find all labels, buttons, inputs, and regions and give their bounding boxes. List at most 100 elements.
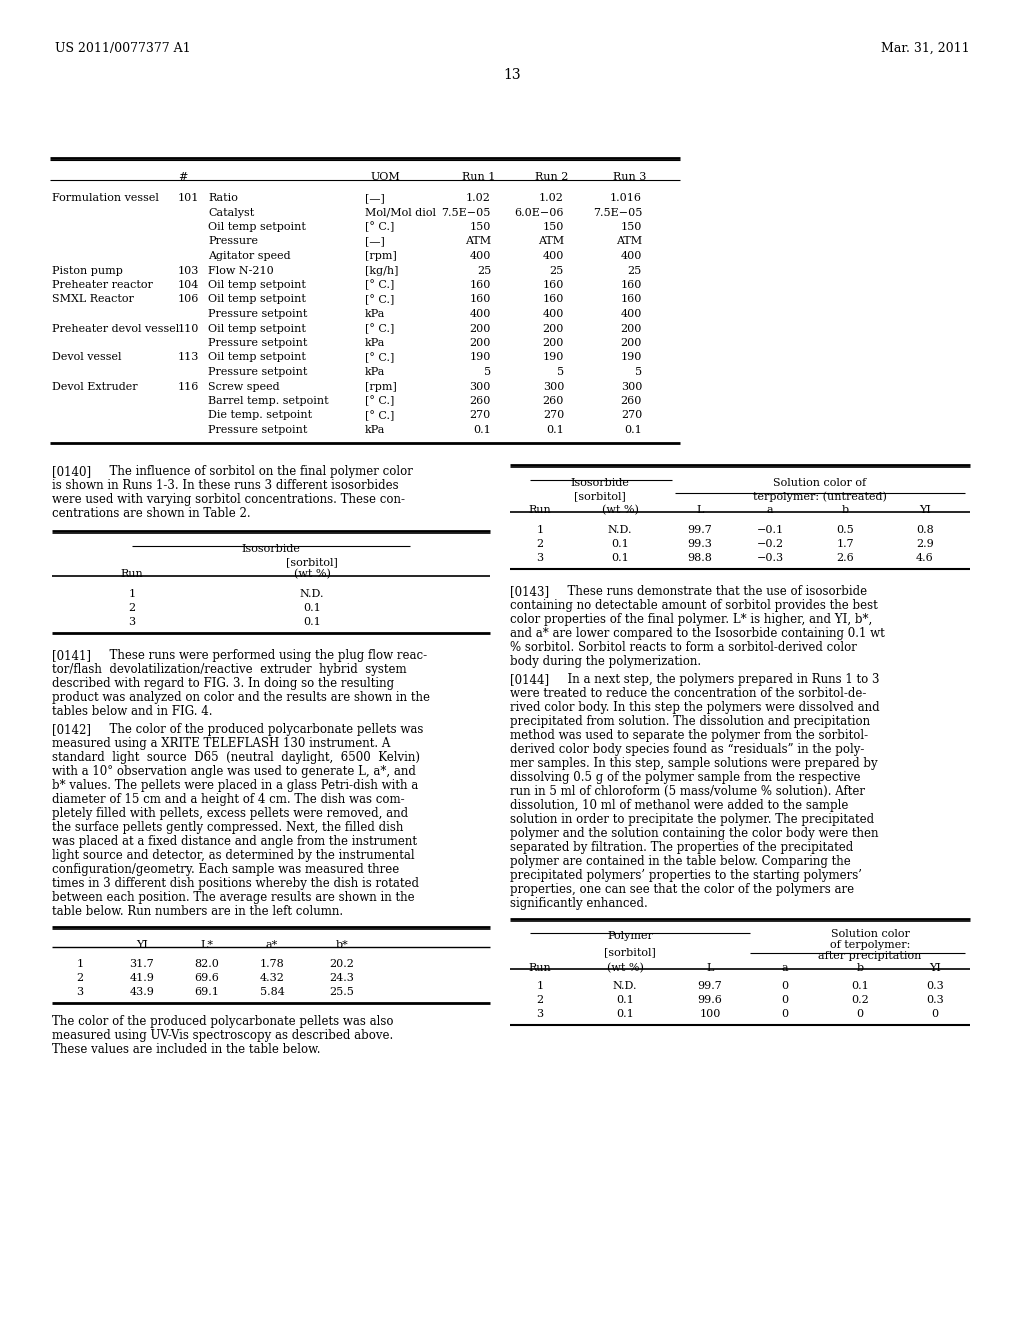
Text: 100: 100 bbox=[699, 1008, 721, 1019]
Text: 260: 260 bbox=[621, 396, 642, 407]
Text: 25: 25 bbox=[477, 265, 490, 276]
Text: [0141]: [0141] bbox=[52, 649, 91, 663]
Text: 2.9: 2.9 bbox=[916, 539, 934, 549]
Text: [° C.]: [° C.] bbox=[365, 280, 394, 290]
Text: tor/flash  devolatilization/reactive  extruder  hybrid  system: tor/flash devolatilization/reactive extr… bbox=[52, 663, 407, 676]
Text: between each position. The average results are shown in the: between each position. The average resul… bbox=[52, 891, 415, 904]
Text: 160: 160 bbox=[470, 294, 490, 305]
Text: b: b bbox=[842, 506, 849, 515]
Text: 200: 200 bbox=[470, 338, 490, 348]
Text: 270: 270 bbox=[470, 411, 490, 421]
Text: These runs were performed using the plug flow reac-: These runs were performed using the plug… bbox=[102, 649, 427, 663]
Text: b: b bbox=[856, 964, 863, 973]
Text: 103: 103 bbox=[178, 265, 200, 276]
Text: 6.0E−06: 6.0E−06 bbox=[514, 207, 564, 218]
Text: Run: Run bbox=[528, 506, 551, 515]
Text: 5: 5 bbox=[635, 367, 642, 378]
Text: 400: 400 bbox=[621, 309, 642, 319]
Text: 260: 260 bbox=[470, 396, 490, 407]
Text: [0142]: [0142] bbox=[52, 723, 91, 737]
Text: a: a bbox=[781, 964, 788, 973]
Text: 0.2: 0.2 bbox=[851, 995, 869, 1005]
Text: 2: 2 bbox=[77, 973, 84, 983]
Text: described with regard to FIG. 3. In doing so the resulting: described with regard to FIG. 3. In doin… bbox=[52, 677, 394, 690]
Text: Oil temp setpoint: Oil temp setpoint bbox=[208, 280, 306, 290]
Text: 7.5E−05: 7.5E−05 bbox=[441, 207, 490, 218]
Text: 1.02: 1.02 bbox=[539, 193, 564, 203]
Text: [kg/h]: [kg/h] bbox=[365, 265, 398, 276]
Text: These values are included in the table below.: These values are included in the table b… bbox=[52, 1043, 321, 1056]
Text: L*: L* bbox=[201, 940, 213, 950]
Text: L: L bbox=[696, 506, 703, 515]
Text: 3: 3 bbox=[537, 553, 544, 564]
Text: table below. Run numbers are in the left column.: table below. Run numbers are in the left… bbox=[52, 906, 343, 917]
Text: the surface pellets gently compressed. Next, the filled dish: the surface pellets gently compressed. N… bbox=[52, 821, 403, 834]
Text: 0.1: 0.1 bbox=[303, 603, 321, 612]
Text: Pressure setpoint: Pressure setpoint bbox=[208, 338, 307, 348]
Text: N.D.: N.D. bbox=[300, 589, 325, 599]
Text: after precipitation: after precipitation bbox=[818, 950, 922, 961]
Text: The influence of sorbitol on the final polymer color: The influence of sorbitol on the final p… bbox=[102, 465, 413, 478]
Text: 0.1: 0.1 bbox=[546, 425, 564, 436]
Text: polymer are contained in the table below. Comparing the: polymer are contained in the table below… bbox=[510, 855, 851, 869]
Text: [sorbitol]: [sorbitol] bbox=[286, 557, 338, 568]
Text: Preheater reactor: Preheater reactor bbox=[52, 280, 153, 290]
Text: 150: 150 bbox=[621, 222, 642, 232]
Text: [° C.]: [° C.] bbox=[365, 396, 394, 407]
Text: kPa: kPa bbox=[365, 367, 385, 378]
Text: 200: 200 bbox=[470, 323, 490, 334]
Text: Piston pump: Piston pump bbox=[52, 265, 123, 276]
Text: light source and detector, as determined by the instrumental: light source and detector, as determined… bbox=[52, 849, 415, 862]
Text: [rpm]: [rpm] bbox=[365, 251, 397, 261]
Text: 2.6: 2.6 bbox=[837, 553, 854, 564]
Text: diameter of 15 cm and a height of 4 cm. The dish was com-: diameter of 15 cm and a height of 4 cm. … bbox=[52, 793, 404, 807]
Text: Pressure: Pressure bbox=[208, 236, 258, 247]
Text: 300: 300 bbox=[543, 381, 564, 392]
Text: dissolving 0.5 g of the polymer sample from the respective: dissolving 0.5 g of the polymer sample f… bbox=[510, 771, 860, 784]
Text: [sorbitol]: [sorbitol] bbox=[604, 946, 656, 957]
Text: 150: 150 bbox=[543, 222, 564, 232]
Text: N.D.: N.D. bbox=[608, 525, 632, 535]
Text: 4.6: 4.6 bbox=[916, 553, 934, 564]
Text: Mol/Mol diol: Mol/Mol diol bbox=[365, 207, 436, 218]
Text: 25: 25 bbox=[628, 265, 642, 276]
Text: dissolution, 10 ml of methanol were added to the sample: dissolution, 10 ml of methanol were adde… bbox=[510, 799, 848, 812]
Text: 5.84: 5.84 bbox=[259, 987, 285, 997]
Text: Die temp. setpoint: Die temp. setpoint bbox=[208, 411, 312, 421]
Text: 400: 400 bbox=[470, 251, 490, 261]
Text: 190: 190 bbox=[543, 352, 564, 363]
Text: 99.3: 99.3 bbox=[687, 539, 713, 549]
Text: 190: 190 bbox=[621, 352, 642, 363]
Text: 3: 3 bbox=[77, 987, 84, 997]
Text: terpolymer: (untreated): terpolymer: (untreated) bbox=[753, 491, 887, 502]
Text: 1: 1 bbox=[537, 981, 544, 991]
Text: 300: 300 bbox=[470, 381, 490, 392]
Text: properties, one can see that the color of the polymers are: properties, one can see that the color o… bbox=[510, 883, 854, 896]
Text: [° C.]: [° C.] bbox=[365, 411, 394, 421]
Text: body during the polymerization.: body during the polymerization. bbox=[510, 655, 701, 668]
Text: 5: 5 bbox=[557, 367, 564, 378]
Text: 1: 1 bbox=[77, 960, 84, 969]
Text: 0.1: 0.1 bbox=[851, 981, 869, 991]
Text: Solution color of: Solution color of bbox=[773, 478, 866, 488]
Text: measured using a XRITE TELEFLASH 130 instrument. A: measured using a XRITE TELEFLASH 130 ins… bbox=[52, 737, 390, 750]
Text: Oil temp setpoint: Oil temp setpoint bbox=[208, 294, 306, 305]
Text: [0143]: [0143] bbox=[510, 585, 549, 598]
Text: Pressure setpoint: Pressure setpoint bbox=[208, 309, 307, 319]
Text: 110: 110 bbox=[178, 323, 200, 334]
Text: [—]: [—] bbox=[365, 236, 385, 247]
Text: 200: 200 bbox=[621, 338, 642, 348]
Text: 98.8: 98.8 bbox=[687, 553, 713, 564]
Text: Polymer: Polymer bbox=[607, 931, 653, 941]
Text: 2: 2 bbox=[537, 539, 544, 549]
Text: 160: 160 bbox=[621, 280, 642, 290]
Text: 31.7: 31.7 bbox=[130, 960, 155, 969]
Text: run in 5 ml of chloroform (5 mass/volume % solution). After: run in 5 ml of chloroform (5 mass/volume… bbox=[510, 785, 865, 799]
Text: 160: 160 bbox=[621, 294, 642, 305]
Text: mer samples. In this step, sample solutions were prepared by: mer samples. In this step, sample soluti… bbox=[510, 756, 878, 770]
Text: (wt %): (wt %) bbox=[601, 506, 638, 515]
Text: L: L bbox=[707, 964, 714, 973]
Text: 5: 5 bbox=[484, 367, 490, 378]
Text: 24.3: 24.3 bbox=[330, 973, 354, 983]
Text: YI: YI bbox=[136, 940, 147, 950]
